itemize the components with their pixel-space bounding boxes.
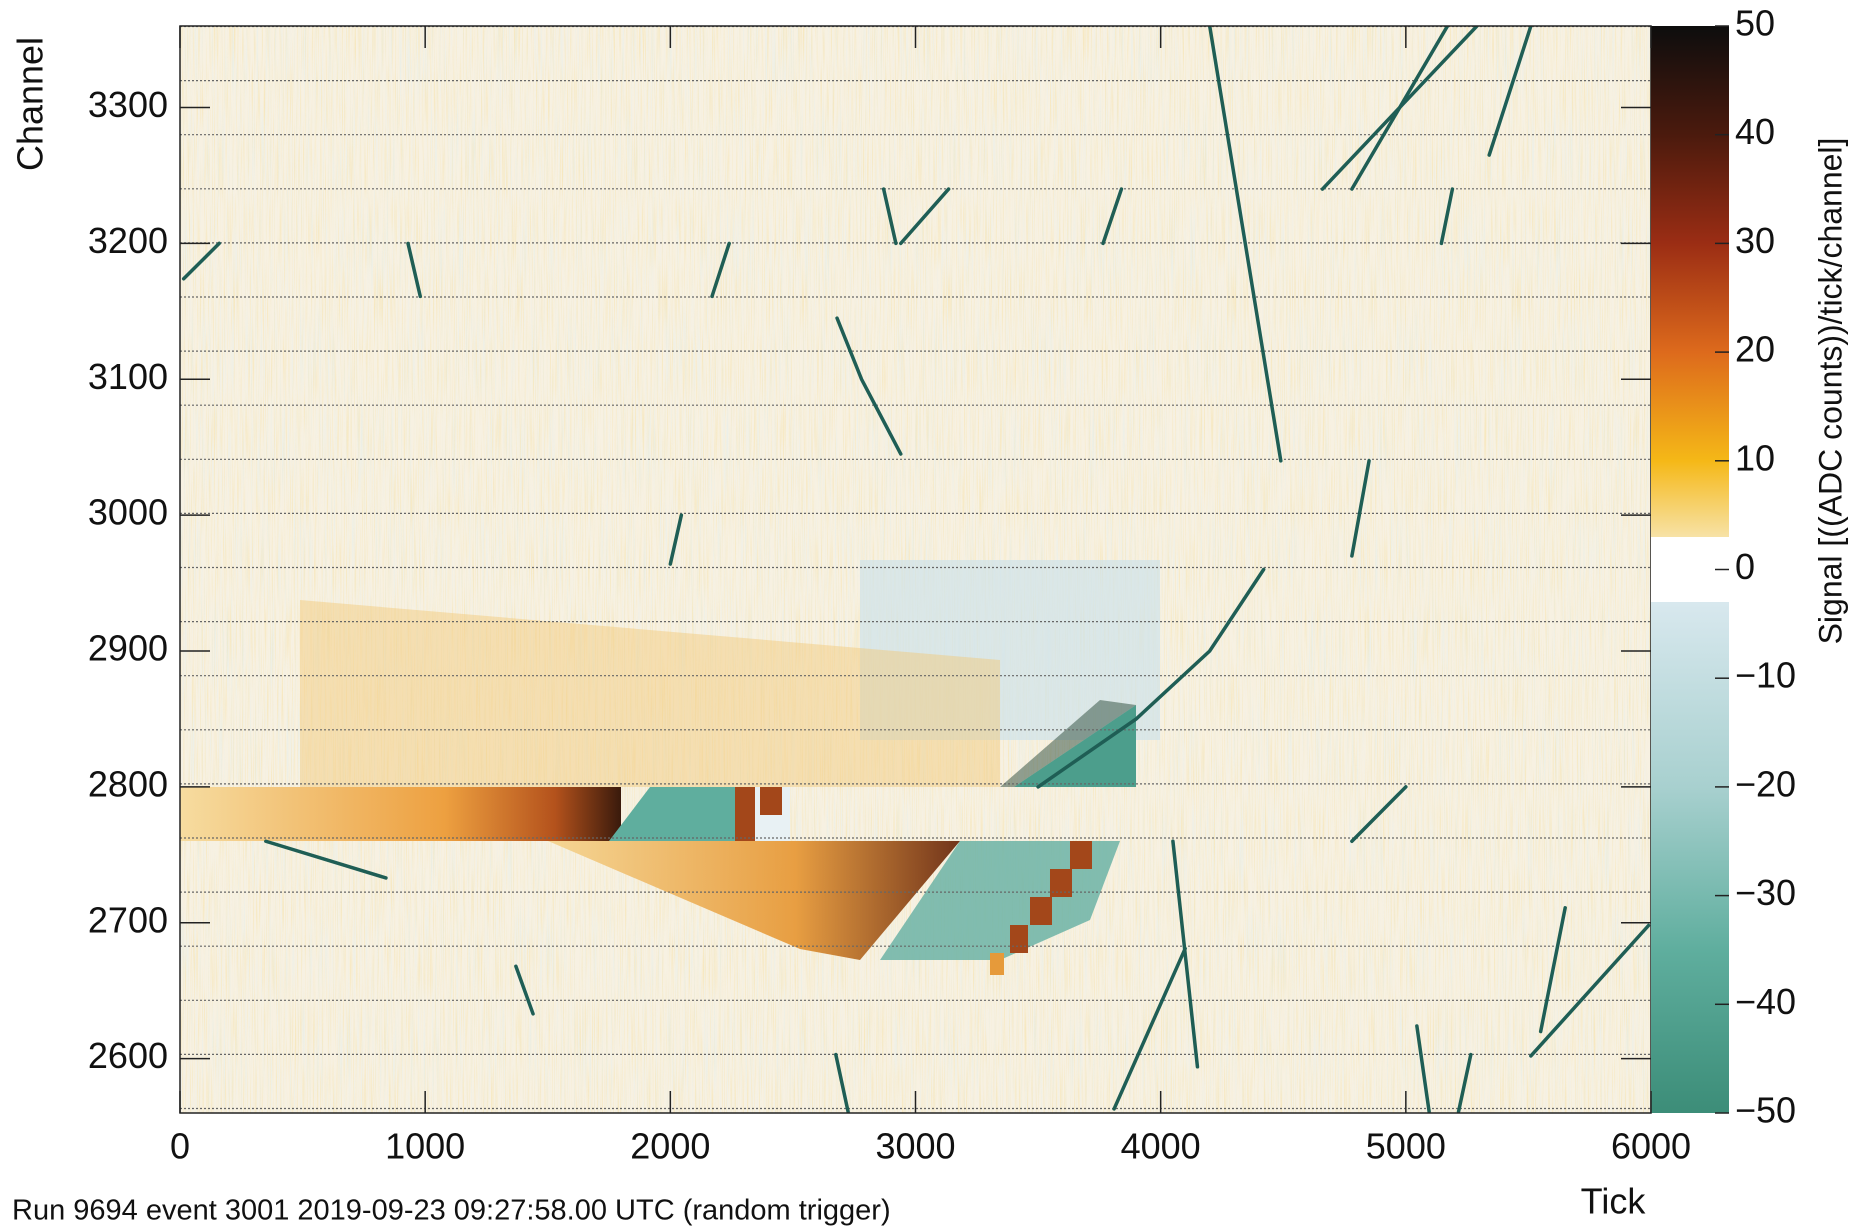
track <box>1350 459 1371 558</box>
colorbar-tick-label: 30 <box>1735 220 1775 261</box>
track <box>1529 923 1651 1058</box>
colorbar-tick-label: −10 <box>1735 655 1796 696</box>
track <box>668 513 684 566</box>
y-tick-label: 2600 <box>88 1035 168 1076</box>
track <box>710 241 731 299</box>
y-axis-label: Channel <box>10 37 51 171</box>
colorbar-tick-label: 20 <box>1735 329 1775 370</box>
y-tick-label: 3200 <box>88 220 168 261</box>
x-axis-label: Tick <box>1581 1181 1647 1222</box>
track <box>1320 26 1479 191</box>
track <box>181 241 221 281</box>
x-tick-label: 3000 <box>875 1126 955 1167</box>
track <box>1456 1052 1473 1113</box>
track <box>899 187 951 246</box>
colorbar-tick-label: −20 <box>1735 763 1796 804</box>
track <box>1101 187 1124 246</box>
track <box>1487 26 1533 157</box>
plot-area <box>180 26 1651 1113</box>
x-tick-label: 6000 <box>1611 1126 1691 1167</box>
x-tick-label: 5000 <box>1366 1126 1446 1167</box>
colorbar-tick-label: 50 <box>1735 3 1775 44</box>
colorbar-tick-label: 0 <box>1735 546 1755 587</box>
colorbar-tick-label: 40 <box>1735 111 1775 152</box>
track <box>835 316 903 456</box>
colorbar-tick-label: −50 <box>1735 1090 1796 1131</box>
y-tick-label: 3000 <box>88 492 168 533</box>
track <box>1171 839 1200 1069</box>
y-tick-label: 2800 <box>88 763 168 804</box>
track <box>1415 1024 1431 1113</box>
track <box>1036 567 1266 789</box>
track <box>1207 26 1283 463</box>
track <box>881 187 898 246</box>
x-tick-label: 0 <box>170 1126 190 1167</box>
y-tick-label: 3100 <box>88 356 168 397</box>
x-tick-label: 1000 <box>385 1126 465 1167</box>
track <box>1439 187 1455 246</box>
y-tick-label: 3300 <box>88 84 168 125</box>
track <box>264 839 388 880</box>
x-tick-label: 4000 <box>1121 1126 1201 1167</box>
track <box>1350 785 1408 843</box>
colorbar-tick-label: 10 <box>1735 437 1775 478</box>
x-tick-label: 2000 <box>630 1126 710 1167</box>
track <box>1112 946 1187 1111</box>
colorbar-tick-label: −40 <box>1735 981 1796 1022</box>
footer: Run 9694 event 3001 2019-09-23 09:27:58.… <box>12 1195 891 1227</box>
colorbar-tick-label: −30 <box>1735 872 1796 913</box>
track <box>1538 906 1567 1034</box>
plot-background <box>180 26 1651 1113</box>
y-tick-label: 2900 <box>88 628 168 669</box>
track <box>406 241 423 299</box>
colorbar-label: Signal [((ADC counts))/tick/channel] <box>1812 138 1848 645</box>
y-tick-label: 2700 <box>88 899 168 940</box>
track <box>834 1052 850 1113</box>
track <box>514 964 535 1016</box>
